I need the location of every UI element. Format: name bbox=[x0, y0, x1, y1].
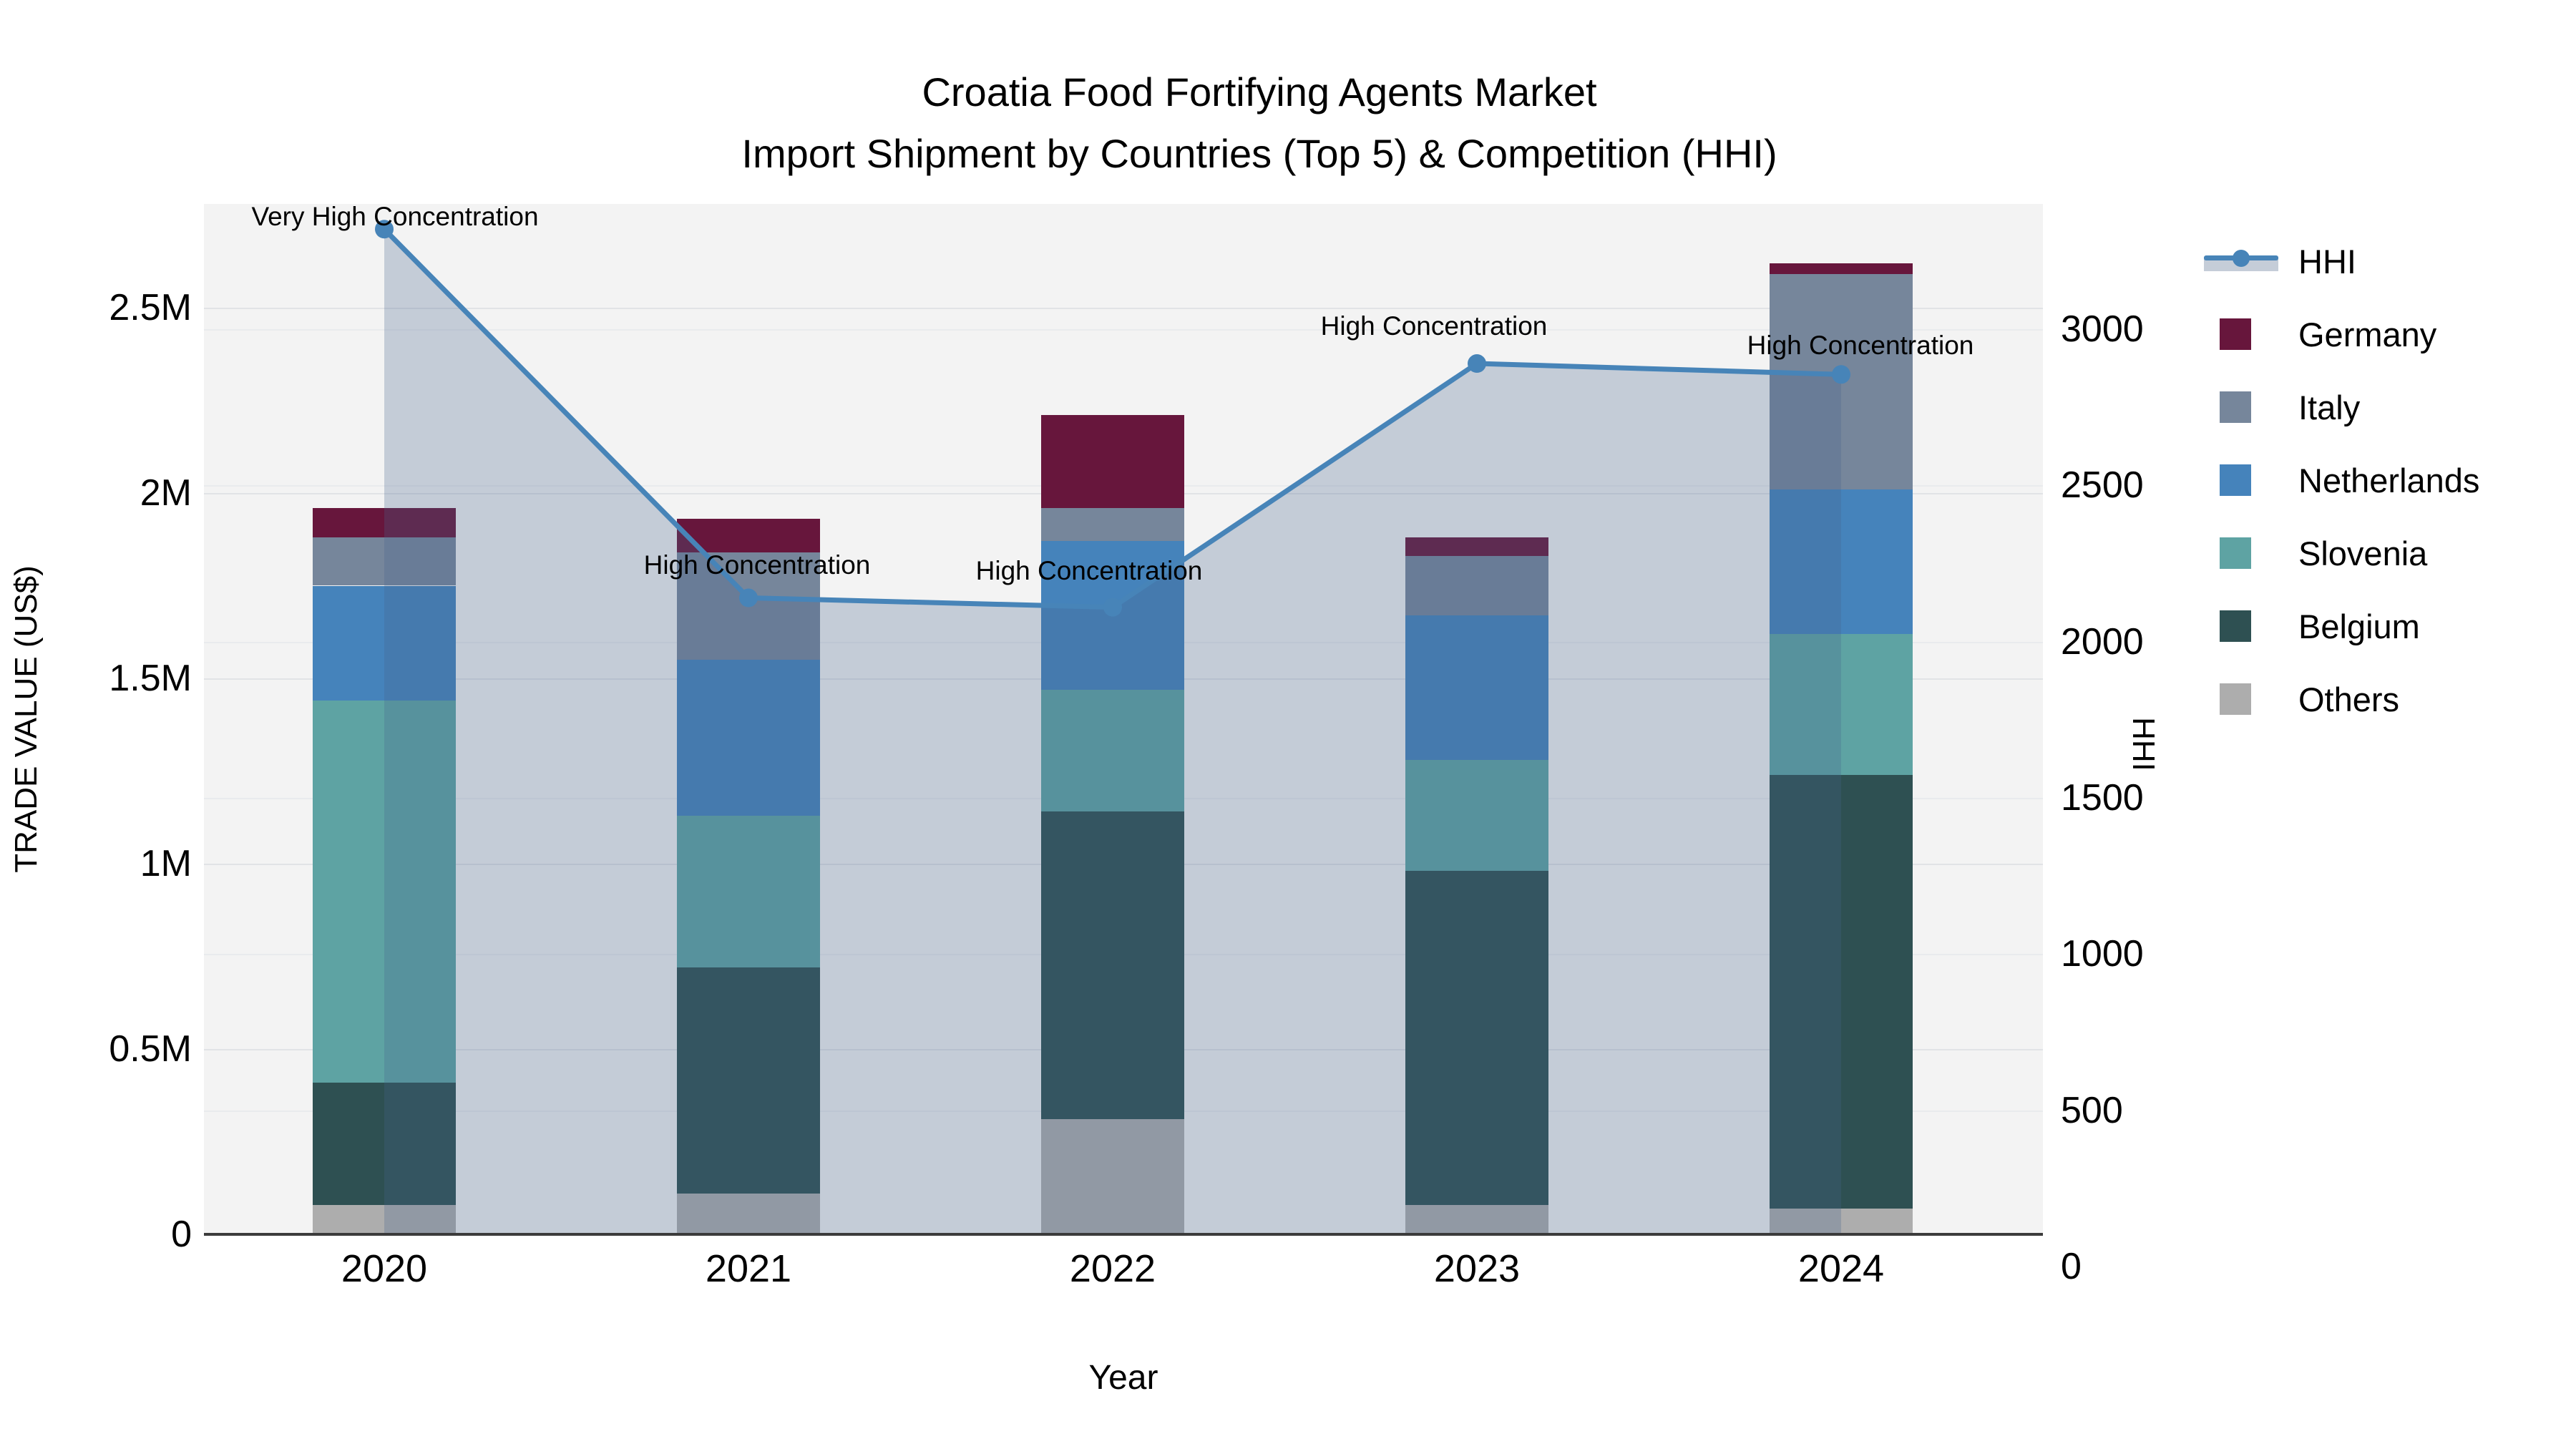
y-right-tick-1000: 1000 bbox=[2061, 933, 2144, 975]
bar-segment-others-2023 bbox=[1405, 1204, 1548, 1234]
legend-label-hhi: HHI bbox=[2298, 242, 2356, 280]
chart-title: Croatia Food Fortifying Agents Market bbox=[922, 69, 1597, 114]
hhi-marker-2023 bbox=[1468, 354, 1486, 374]
gridline-right-3000 bbox=[204, 328, 2043, 331]
germany-swatch-icon bbox=[2204, 318, 2290, 350]
bar-segment-netherlands-2023 bbox=[1405, 615, 1548, 760]
bar-segment-netherlands-2024 bbox=[1770, 489, 1913, 634]
y-left-tick-0.5M: 0.5M bbox=[109, 1028, 192, 1070]
bar-segment-slovenia-2024 bbox=[1770, 633, 1913, 775]
y-right-tick-2000: 2000 bbox=[2061, 620, 2144, 663]
y-axis-right-title: HHI bbox=[2126, 717, 2161, 771]
bar-segment-netherlands-2021 bbox=[677, 660, 820, 816]
bar-segment-slovenia-2023 bbox=[1405, 759, 1548, 872]
bar-segment-belgium-2020 bbox=[313, 1082, 456, 1205]
x-tick-2024: 2024 bbox=[1797, 1247, 1885, 1290]
x-axis-line bbox=[204, 1233, 2043, 1236]
y-right-tick-2500: 2500 bbox=[2061, 464, 2144, 507]
legend-item-hhi[interactable]: HHI bbox=[2204, 225, 2479, 298]
hhi-line-icon bbox=[2204, 249, 2290, 273]
bar-segment-germany-2023 bbox=[1405, 537, 1548, 557]
legend-item-germany[interactable]: Germany bbox=[2204, 298, 2479, 371]
x-tick-2023: 2023 bbox=[1433, 1247, 1521, 1290]
hhi-marker-2021 bbox=[739, 588, 758, 608]
y-left-tick-2M: 2M bbox=[140, 472, 192, 514]
bar-segment-others-2024 bbox=[1770, 1208, 1913, 1234]
netherlands-swatch-icon bbox=[2204, 464, 2290, 496]
y-left-tick-1M: 1M bbox=[140, 843, 192, 884]
bar-segment-italy-2022 bbox=[1041, 507, 1184, 542]
legend-item-italy[interactable]: Italy bbox=[2204, 371, 2479, 444]
y-right-tick-0: 0 bbox=[2061, 1246, 2082, 1287]
y-left-tick-0: 0 bbox=[171, 1214, 192, 1255]
annotation-2021: High Concentration bbox=[643, 550, 871, 580]
x-axis-title: Year bbox=[1088, 1359, 1158, 1397]
y-right-tick-3000: 3000 bbox=[2061, 308, 2144, 350]
hhi-line-layer bbox=[375, 220, 1850, 1234]
x-tick-2020: 2020 bbox=[341, 1247, 428, 1290]
bar-segment-germany-2022 bbox=[1041, 415, 1184, 508]
hhi-area-fill bbox=[384, 229, 1841, 1234]
belgium-swatch-icon bbox=[2204, 610, 2290, 642]
bar-segment-germany-2024 bbox=[1770, 263, 1913, 275]
bar-segment-slovenia-2020 bbox=[313, 701, 456, 1083]
bar-segment-germany-2020 bbox=[313, 507, 456, 538]
x-tick-2021: 2021 bbox=[705, 1247, 792, 1290]
legend-label-netherlands: Netherlands bbox=[2298, 461, 2480, 499]
bar-segment-netherlands-2020 bbox=[313, 585, 456, 701]
bar-segment-belgium-2022 bbox=[1041, 811, 1184, 1120]
bar-segment-others-2021 bbox=[677, 1194, 820, 1234]
legend-item-belgium[interactable]: Belgium bbox=[2204, 590, 2479, 663]
annotation-2020: Very High Concentration bbox=[251, 202, 539, 232]
hhi-marker-2024 bbox=[1832, 365, 1850, 384]
annotation-2024: High Concentration bbox=[1747, 331, 1974, 361]
y-axis-left-title: TRADE VALUE (US$) bbox=[9, 565, 44, 873]
y-left-tick-2.5M: 2.5M bbox=[109, 287, 192, 328]
others-swatch-icon bbox=[2204, 683, 2290, 715]
y-right-tick-500: 500 bbox=[2061, 1089, 2123, 1131]
bar-segment-others-2020 bbox=[313, 1204, 456, 1234]
y-right-tick-1500: 1500 bbox=[2061, 776, 2144, 819]
annotation-2022: High Concentration bbox=[975, 555, 1203, 585]
slovenia-swatch-icon bbox=[2204, 537, 2290, 569]
chart-subtitle: Import Shipment by Countries (Top 5) & C… bbox=[741, 131, 1777, 176]
legend-label-belgium: Belgium bbox=[2298, 607, 2420, 645]
bar-segment-belgium-2023 bbox=[1405, 871, 1548, 1205]
plot-area: Very High Concentration High Concentratio… bbox=[204, 202, 2043, 1234]
legend: HHI Germany Italy Netherlands Slovenia Belgiu… bbox=[2204, 225, 2479, 736]
x-tick-2022: 2022 bbox=[1069, 1247, 1156, 1290]
bar-segment-belgium-2021 bbox=[677, 967, 820, 1194]
legend-item-netherlands[interactable]: Netherlands bbox=[2204, 444, 2479, 517]
bar-segment-slovenia-2021 bbox=[677, 815, 820, 968]
hhi-marker-2020 bbox=[375, 220, 394, 239]
italy-swatch-icon bbox=[2204, 391, 2290, 423]
bar-segment-italy-2023 bbox=[1405, 556, 1548, 615]
annotations-layer: Very High Concentration High Concentratio… bbox=[204, 202, 2043, 1234]
legend-label-slovenia: Slovenia bbox=[2298, 534, 2428, 572]
bar-segment-slovenia-2022 bbox=[1041, 689, 1184, 812]
gridline-left-2.5M bbox=[204, 308, 2043, 309]
y-left-tick-1.5M: 1.5M bbox=[109, 658, 192, 699]
bar-segment-italy-2020 bbox=[313, 537, 456, 586]
annotation-2023: High Concentration bbox=[1320, 311, 1548, 341]
bar-segment-belgium-2024 bbox=[1770, 774, 1913, 1209]
hhi-marker-2022 bbox=[1103, 597, 1122, 617]
legend-item-slovenia[interactable]: Slovenia bbox=[2204, 517, 2479, 590]
bars-layer bbox=[204, 204, 2043, 1234]
bar-segment-others-2022 bbox=[1041, 1119, 1184, 1234]
legend-label-others: Others bbox=[2298, 680, 2400, 718]
legend-label-italy: Italy bbox=[2298, 388, 2361, 426]
legend-label-germany: Germany bbox=[2298, 315, 2437, 353]
legend-item-others[interactable]: Others bbox=[2204, 663, 2479, 736]
